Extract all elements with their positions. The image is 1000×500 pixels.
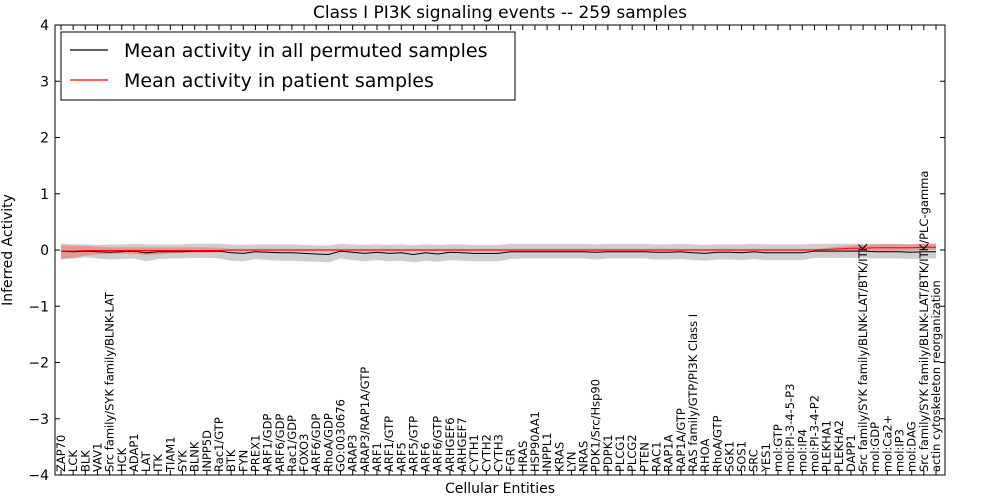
x-category-label: RAS family/GTP/PI3K Class I [686, 314, 700, 472]
x-category-label: BTK [224, 449, 238, 472]
x-category-label: FOXO3 [297, 434, 311, 472]
x-category-label: PLEKHA2 [832, 420, 846, 472]
bands-layer [61, 243, 936, 263]
x-category-label: PLCG2 [625, 434, 639, 472]
series-line-permuted [60, 250, 936, 256]
x-category-label: GO:0030676 [334, 399, 348, 472]
x-category-label: FGR [504, 448, 518, 472]
x-category-label: mol:GTP [771, 424, 785, 472]
x-category-label: ARF6 [419, 442, 433, 472]
y-tick-label: 1 [40, 187, 49, 203]
x-category-label: SYK [176, 450, 190, 472]
lines-layer [60, 246, 936, 256]
x-category-label: mol:Ca2+ [880, 415, 894, 472]
x-category-label: CYTH1 [467, 434, 481, 472]
x-category-label: ARF6/GDP [309, 414, 323, 472]
legend-label-patient: Mean activity in patient samples [124, 70, 434, 92]
x-category-label: Src family/SYK family/BLNK-LAT/BTK/ITK/P… [917, 171, 931, 472]
x-category-label: mol:PI-3-4-P2 [807, 395, 821, 472]
x-category-label: ARF1/GDP [261, 414, 275, 472]
x-category-label: Src family/SYK family/BLNK-LAT [103, 291, 117, 472]
y-tick-label: 3 [40, 74, 49, 90]
x-category-label: LAT [139, 450, 153, 472]
x-category-label: ZAP70 [54, 435, 68, 472]
x-category-label: KRAS [552, 442, 566, 472]
x-category-label: HSP90AA1 [528, 411, 542, 472]
x-category-label: ARF5 [394, 442, 408, 472]
x-category-label: mol:PI-3-4-5-P3 [783, 384, 797, 472]
y-tick-label: 0 [40, 243, 49, 259]
x-category-label: DAPP1 [844, 434, 858, 472]
x-category-label: mol:DAG [905, 421, 919, 472]
x-category-label: HRAS [516, 441, 530, 472]
x-category-label: PTEN [637, 442, 651, 472]
x-category-label: ARAP3 [346, 434, 360, 472]
x-category-label: INPP5D [200, 430, 214, 472]
y-tick-label: −2 [28, 356, 49, 372]
chart-title: Class I PI3K signaling events -- 259 sam… [313, 3, 687, 23]
x-category-label: TIAM1 [163, 436, 177, 473]
x-category-label: ARF6/GDP [273, 414, 287, 472]
x-category-label: RAP1A [662, 434, 676, 472]
x-category-label: RHOA [698, 439, 712, 472]
x-category-label: LYN [564, 451, 578, 472]
x-category-label: ITK [151, 454, 165, 472]
y-tick-label: −3 [28, 412, 49, 428]
x-category-label: RAC1 [649, 441, 663, 472]
x-category-label: LCK [66, 450, 80, 472]
x-category-label: ARHGEF6 [443, 417, 457, 472]
x-category-label: YES1 [759, 443, 773, 473]
y-tick-label: 4 [40, 18, 49, 34]
x-category-label: PDK1/Src/Hsp90 [589, 379, 603, 472]
x-category-label: NRAS [577, 441, 591, 472]
y-tick-label: 2 [40, 131, 49, 147]
x-category-label: ARAP3/RAP1A/GTP [358, 367, 372, 472]
x-category-label: RhoA/GTP [710, 415, 724, 472]
x-category-label: ARHGEF7 [455, 417, 469, 472]
x-category-label: BLK [78, 450, 92, 472]
y-tick-label: −1 [28, 299, 49, 315]
x-category-label: BLNK [188, 441, 202, 472]
legend-label-permuted: Mean activity in all permuted samples [124, 40, 487, 62]
confidence-band-permuted [61, 243, 936, 263]
x-category-label: ARF1 [370, 442, 384, 472]
x-category-label: FYN [236, 450, 250, 472]
x-category-label: ADAP1 [127, 433, 141, 472]
x-category-label: Rac1/GTP [212, 417, 226, 472]
x-category-label: RhoA/GDP [321, 413, 335, 472]
x-category-label: SOS1 [735, 441, 749, 472]
x-category-label: mol:GDP [868, 422, 882, 472]
y-ticks-layer: −4 −3 −2 −1 0 1 2 3 4 [28, 18, 945, 484]
x-category-label: RAP1A/GTP [674, 408, 688, 472]
x-category-label: SRC [747, 449, 761, 472]
plot-frame [54, 24, 946, 476]
y-tick-label: −4 [28, 468, 49, 484]
x-category-label: CYTH2 [479, 434, 493, 472]
x-category-label: ARF5/GTP [406, 416, 420, 472]
series-line-patient [61, 246, 936, 252]
x-category-label: mol:IP3 [893, 429, 907, 472]
x-ticks-layer [60, 25, 937, 475]
legend-box [60, 31, 516, 101]
x-category-label: PDPK1 [601, 434, 615, 472]
x-category-label: VAV1 [90, 443, 104, 472]
x-category-label: ARF6/GTP [431, 416, 445, 472]
legend: Mean activity in all permuted samples Me… [60, 31, 516, 101]
x-category-label: HCK [115, 447, 129, 472]
x-category-label: ARF1/GTP [382, 416, 396, 472]
x-category-label: Rac1/GDP [285, 415, 299, 472]
x-category-label: mol:IP4 [795, 429, 809, 472]
x-category-label: INPPL1 [540, 432, 554, 472]
x-category-label: Src family/SYK family/BLNK-LAT/BTK/ITK [856, 243, 870, 472]
x-category-label: PREX1 [248, 435, 262, 472]
x-axis-label: Cellular Entities [445, 481, 555, 497]
y-axis-label: Inferred Activity [0, 194, 16, 306]
x-category-label: PLCG1 [613, 434, 627, 472]
x-category-label: CYTH3 [492, 434, 506, 472]
x-category-label: actin cytoskeleton reorganization [929, 280, 943, 472]
x-category-label: SGK1 [722, 441, 736, 472]
x-category-label: PLEKHA1 [820, 420, 834, 472]
